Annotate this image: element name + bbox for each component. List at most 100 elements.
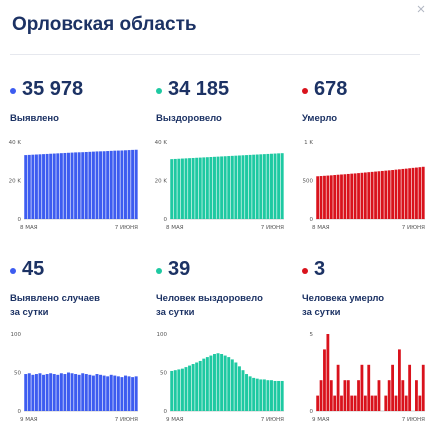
bar bbox=[316, 176, 320, 219]
bar bbox=[31, 374, 35, 411]
bar bbox=[195, 362, 199, 411]
bar bbox=[131, 149, 135, 219]
bar bbox=[408, 168, 412, 219]
bar bbox=[134, 376, 138, 411]
bar bbox=[273, 153, 277, 219]
bar bbox=[319, 176, 323, 219]
bar bbox=[336, 364, 340, 411]
bar bbox=[102, 151, 106, 219]
bar bbox=[45, 153, 49, 219]
x-tick-label: 9 МАЯ bbox=[20, 417, 38, 423]
bar bbox=[38, 154, 42, 219]
bar bbox=[326, 175, 330, 219]
bar bbox=[31, 154, 35, 219]
y-tick-label: 50 bbox=[160, 371, 167, 377]
series-dot bbox=[10, 88, 16, 94]
stat-value: 678 bbox=[314, 78, 348, 100]
bar bbox=[326, 334, 330, 411]
bar bbox=[95, 151, 99, 219]
bar bbox=[113, 375, 117, 411]
bar bbox=[230, 155, 234, 219]
y-tick-label: 500 bbox=[303, 179, 314, 185]
bar bbox=[109, 374, 113, 411]
chart-deaths-daily: 0 5 9 МАЯ 7 ИЮНЯ bbox=[310, 332, 426, 423]
panel-deaths-daily: 3 Человека умерло за сутки 0 5 9 МАЯ 7 ИЮНЯ bbox=[302, 258, 430, 423]
bar bbox=[350, 395, 354, 411]
bar bbox=[319, 380, 323, 411]
bar bbox=[346, 380, 350, 411]
bar bbox=[418, 167, 422, 219]
header-divider bbox=[10, 54, 420, 55]
bar bbox=[357, 173, 360, 219]
bar bbox=[113, 150, 117, 219]
bar bbox=[116, 376, 120, 411]
bar bbox=[120, 377, 124, 411]
bar bbox=[357, 380, 360, 411]
bar bbox=[84, 374, 88, 411]
y-tick-label: 0 bbox=[18, 409, 22, 415]
panel-deaths-total: 678 Умерло 0 500 1 K 8 МАЯ 7 ИЮНЯ bbox=[302, 78, 430, 238]
bar bbox=[173, 158, 177, 219]
bar bbox=[273, 380, 277, 411]
y-tick-label: 0 bbox=[164, 409, 168, 415]
bar bbox=[63, 152, 67, 219]
bar bbox=[216, 156, 220, 219]
bar bbox=[391, 364, 394, 411]
stat-label: Человек выздоровело за сутки bbox=[156, 293, 263, 318]
bar bbox=[88, 151, 92, 219]
bar bbox=[209, 355, 213, 411]
bar bbox=[234, 362, 238, 411]
bar bbox=[198, 157, 202, 219]
bar bbox=[259, 379, 263, 411]
bar bbox=[120, 150, 124, 219]
series-dot bbox=[10, 268, 16, 274]
bar bbox=[415, 380, 418, 411]
chart-detected-daily: 0 50 100 9 МАЯ 7 ИЮНЯ bbox=[11, 332, 139, 423]
stat-label: Человека умерло за сутки bbox=[302, 293, 385, 318]
bar bbox=[106, 376, 110, 411]
bar bbox=[237, 155, 241, 219]
bar bbox=[415, 167, 418, 219]
bar bbox=[188, 158, 192, 219]
stat-label: Выявлено bbox=[10, 113, 59, 124]
bar bbox=[367, 172, 371, 219]
bar bbox=[52, 153, 56, 219]
series-dot bbox=[302, 268, 308, 274]
stat-row: 678 bbox=[302, 78, 430, 108]
bar bbox=[360, 172, 364, 219]
bar bbox=[34, 374, 38, 411]
bar bbox=[401, 168, 405, 219]
bar bbox=[343, 380, 347, 411]
bar bbox=[252, 154, 256, 219]
bar bbox=[42, 154, 46, 219]
bar bbox=[333, 175, 337, 219]
bar bbox=[67, 372, 70, 411]
stat-value: 35 978 bbox=[22, 78, 84, 100]
y-tick-label: 50 bbox=[14, 371, 21, 377]
bar bbox=[127, 376, 131, 411]
bar bbox=[245, 374, 249, 411]
bar bbox=[188, 365, 192, 411]
bar bbox=[170, 370, 174, 411]
stat-value: 3 bbox=[314, 258, 326, 280]
bar bbox=[336, 174, 340, 219]
bar bbox=[401, 380, 405, 411]
bar bbox=[374, 395, 377, 411]
bar bbox=[177, 158, 181, 219]
y-tick-label: 5 bbox=[310, 332, 314, 338]
bar bbox=[67, 152, 70, 219]
stat-row: 3 bbox=[302, 258, 430, 288]
page-title: Орловская область bbox=[12, 14, 197, 35]
close-icon[interactable] bbox=[416, 4, 426, 14]
bar bbox=[340, 174, 343, 219]
panel-recovered-daily: 39 Человек выздоровело за сутки 0 50 100 9 … bbox=[156, 258, 286, 423]
bar bbox=[277, 153, 281, 219]
y-tick-label: 0 bbox=[164, 217, 168, 223]
bar bbox=[42, 374, 46, 411]
bar bbox=[404, 395, 408, 411]
chart-recovered-total: 0 20 K 40 K 8 МАЯ 7 ИЮНЯ bbox=[155, 140, 285, 231]
bar bbox=[34, 154, 38, 219]
chart-deaths-total: 0 500 1 K 8 МАЯ 7 ИЮНЯ bbox=[303, 140, 426, 231]
stat-row: 39 bbox=[156, 258, 286, 288]
bar bbox=[340, 395, 343, 411]
